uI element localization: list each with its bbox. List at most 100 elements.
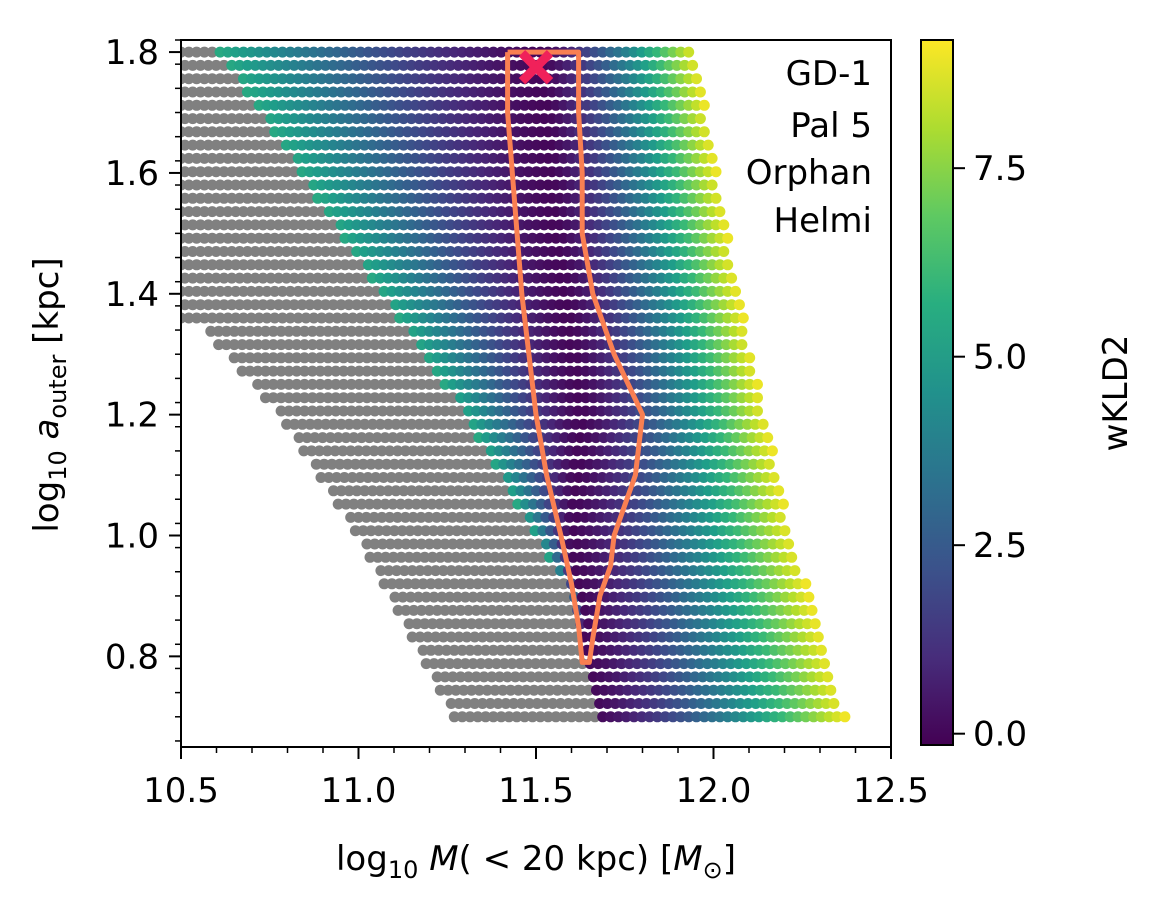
heatmap-cell	[395, 498, 407, 510]
heatmap-cell	[529, 525, 541, 537]
heatmap-cell	[542, 152, 554, 164]
heatmap-cell	[601, 59, 613, 71]
heatmap-cell	[316, 99, 328, 111]
heatmap-cell	[284, 206, 296, 218]
heatmap-cell	[390, 219, 402, 231]
heatmap-cell	[491, 59, 503, 71]
heatmap-cell	[495, 312, 507, 324]
heatmap-cell	[418, 432, 430, 444]
heatmap-cell	[611, 671, 623, 683]
heatmap-cell	[433, 46, 445, 58]
heatmap-cell	[598, 432, 610, 444]
heatmap-cell	[541, 365, 553, 377]
heatmap-cell	[606, 618, 618, 630]
heatmap-cell	[382, 166, 394, 178]
heatmap-cell	[758, 565, 770, 577]
heatmap-cell	[573, 259, 585, 271]
heatmap-cell	[792, 644, 804, 656]
heatmap-cell	[323, 206, 335, 218]
heatmap-cell	[265, 59, 277, 71]
heatmap-cell	[433, 578, 445, 590]
heatmap-cell	[523, 565, 535, 577]
heatmap-cell	[486, 365, 498, 377]
heatmap-cell	[222, 285, 234, 297]
heatmap-cell	[705, 339, 717, 351]
heatmap-cell	[385, 405, 396, 417]
heatmap-cell	[444, 59, 456, 71]
heatmap-cell	[260, 325, 271, 337]
heatmap-cell	[476, 59, 488, 71]
heatmap-cell	[761, 644, 773, 656]
heatmap-cell	[549, 405, 560, 417]
heatmap-cell	[406, 485, 418, 497]
heatmap-cell	[636, 206, 648, 218]
heatmap-cell	[304, 59, 316, 71]
heatmap-cell	[461, 565, 473, 577]
heatmap-cell	[508, 565, 520, 577]
heatmap-cell	[457, 498, 469, 510]
heatmap-cell	[642, 511, 653, 523]
heatmap-cell	[413, 418, 425, 430]
heatmap-cell	[338, 365, 350, 377]
heatmap-cell	[323, 232, 335, 244]
heatmap-cell	[408, 365, 420, 377]
heatmap-cell	[183, 179, 195, 191]
heatmap-cell	[554, 113, 566, 125]
heatmap-cell	[650, 365, 662, 377]
heatmap-cell	[632, 219, 644, 231]
heatmap-cell	[708, 684, 720, 696]
heatmap-cell	[692, 618, 704, 630]
heatmap-cell	[423, 538, 435, 550]
heatmap-cell	[411, 551, 423, 563]
heatmap-cell	[581, 73, 593, 85]
heatmap-cell	[378, 259, 390, 271]
heatmap-cell	[300, 99, 312, 111]
heatmap-cell	[234, 113, 246, 125]
heatmap-cell	[640, 219, 652, 231]
heatmap-cell	[731, 432, 742, 444]
heatmap-cell	[492, 698, 504, 709]
heatmap-cell	[601, 166, 613, 178]
heatmap-cell	[238, 73, 249, 85]
heatmap-cell	[421, 86, 433, 98]
heatmap-cell	[480, 232, 492, 244]
heatmap-cell	[687, 272, 699, 284]
heatmap-cell	[472, 285, 484, 297]
heatmap-cell	[642, 538, 654, 550]
heatmap-cell	[456, 285, 468, 297]
heatmap-cell	[323, 99, 335, 111]
heatmap-cell	[742, 565, 754, 577]
heatmap-cell	[433, 73, 445, 85]
heatmap-cell	[463, 365, 475, 377]
heatmap-cell	[390, 192, 402, 204]
heatmap-cell	[509, 325, 521, 337]
heatmap-cell	[728, 352, 740, 364]
heatmap-cell	[648, 698, 660, 709]
heatmap-cell	[710, 246, 722, 257]
heatmap-cell	[536, 551, 548, 563]
heatmap-cell	[676, 684, 688, 696]
heatmap-cell	[417, 259, 429, 271]
heatmap-cell	[759, 511, 771, 523]
heatmap-cell	[783, 671, 795, 683]
heatmap-cell	[634, 378, 646, 390]
heatmap-cell	[667, 711, 679, 723]
heatmap-cell	[234, 246, 246, 257]
heatmap-cell	[365, 458, 377, 470]
heatmap-cell	[612, 206, 624, 218]
heatmap-cell	[347, 152, 359, 164]
heatmap-cell	[605, 206, 617, 218]
heatmap-cell	[623, 525, 635, 537]
heatmap-cell	[334, 458, 346, 470]
heatmap-cell	[520, 551, 532, 563]
heatmap-cell	[770, 684, 782, 696]
heatmap-cell	[389, 591, 401, 603]
heatmap-cell	[226, 219, 238, 231]
heatmap-cell	[495, 73, 507, 85]
heatmap-cell	[253, 126, 265, 138]
heatmap-cell	[545, 658, 557, 670]
heatmap-cell	[691, 312, 702, 324]
heatmap-cell	[312, 113, 324, 125]
heatmap-cell	[448, 46, 460, 58]
heatmap-cell	[480, 206, 492, 218]
